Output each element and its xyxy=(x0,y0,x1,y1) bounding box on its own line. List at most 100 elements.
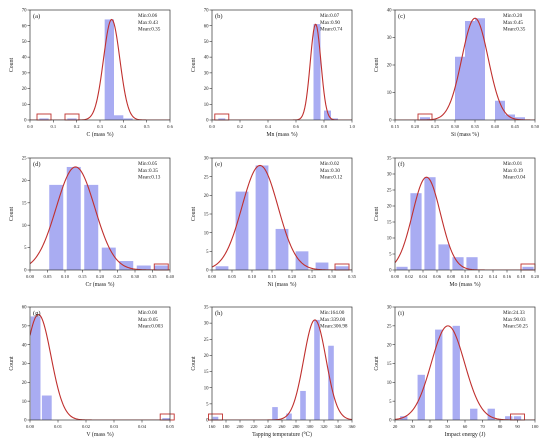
x-tick-label: 0.6 xyxy=(293,124,299,129)
y-tick-label: 40 xyxy=(22,56,27,61)
x-tick-label: 220 xyxy=(251,424,259,429)
plot-area xyxy=(395,325,535,420)
x-tick-label: 0.12 xyxy=(475,274,484,279)
stats-text: Min:0.07 xyxy=(320,13,340,19)
y-tick-label: 20 xyxy=(22,179,27,184)
y-tick-label: 5 xyxy=(389,400,392,405)
x-tick-label: 0.03 xyxy=(110,424,119,429)
y-tick-label: 40 xyxy=(387,9,392,14)
stats-text: Max:0.45 xyxy=(503,20,523,26)
chart-panel-2: 0.0 0.2 0.4 0.6 0.8 1.0 0 10 20 30 40 50 60 70 Mn (mas… xyxy=(191,9,356,138)
x-tick-label: 0.2 xyxy=(237,124,243,129)
panel-label: (a) xyxy=(33,13,40,20)
x-tick-label: 160 xyxy=(209,424,217,429)
y-axis-label: Count xyxy=(191,356,197,371)
stats-text: Max:0.43 xyxy=(138,20,158,26)
y-tick-label: 0 xyxy=(389,269,392,274)
histogram-bar xyxy=(300,390,306,420)
y-tick-label: 40 xyxy=(22,343,27,348)
normal-fit-curve xyxy=(395,176,535,270)
x-tick-label: 60 xyxy=(463,424,468,429)
histogram-bar xyxy=(286,413,292,420)
x-tick-label: 0.00 xyxy=(208,274,217,279)
histogram-bar xyxy=(417,374,425,420)
chart-panel-7: 0.00 0.01 0.02 0.03 0.04 0.05 0 10 20 30 40 50 60 V (… xyxy=(9,306,175,438)
x-tick-label: 1.0 xyxy=(349,124,355,129)
plot-area xyxy=(212,23,352,120)
x-axis-label: Mo (mass %) xyxy=(449,281,480,288)
x-tick-label: 280 xyxy=(293,424,301,429)
stats-text: Min:164.00 xyxy=(320,310,345,316)
panel-label: (i) xyxy=(398,310,404,317)
stats-text: Mean:50.25 xyxy=(503,324,528,330)
stats-text: Min:0.02 xyxy=(320,161,340,167)
y-tick-label: 0 xyxy=(389,419,392,424)
histogram-bar xyxy=(30,316,41,420)
y-tick-label: 15 xyxy=(22,201,27,206)
y-tick-label: 25 xyxy=(22,157,27,162)
histogram-bar xyxy=(324,110,331,120)
x-tick-label: 0.3 xyxy=(97,124,103,129)
x-tick-label: 0.14 xyxy=(489,274,498,279)
x-tick-label: 0.15 xyxy=(268,274,277,279)
y-axis-label: Count xyxy=(191,207,197,222)
x-tick-label: 320 xyxy=(321,424,329,429)
stats-text: Min:0.05 xyxy=(138,161,158,167)
x-tick-label: 0.50 xyxy=(531,124,540,129)
y-tick-label: 20 xyxy=(204,194,209,199)
y-tick-label: 0 xyxy=(24,419,27,424)
plot-area xyxy=(395,17,535,120)
x-tick-label: 0.02 xyxy=(82,424,91,429)
chart-panel-8: 160 180 200 220 240 260 280 300 320 340 360 0 5 10 15 2… xyxy=(191,306,356,438)
histogram-bar xyxy=(465,21,475,120)
x-tick-label: 0.15 xyxy=(78,274,87,279)
y-tick-label: 30 xyxy=(204,157,209,162)
x-tick-label: 0.40 xyxy=(166,274,175,279)
chart-panel-6: 0.00 0.02 0.04 0.06 0.08 0.10 0.12 0.14 0.16 0.18… xyxy=(374,157,540,288)
y-tick-label: 15 xyxy=(204,370,209,375)
panel-label: (d) xyxy=(33,161,41,168)
y-axis-label: Count xyxy=(9,356,15,371)
plot-area xyxy=(30,314,170,420)
y-tick-label: 30 xyxy=(387,173,392,178)
y-tick-label: 30 xyxy=(22,362,27,367)
x-tick-label: 0.35 xyxy=(148,274,157,279)
stats-text: Max:0.05 xyxy=(138,317,158,323)
y-tick-label: 50 xyxy=(204,40,209,45)
x-tick-label: 0.30 xyxy=(131,274,140,279)
stats-text: Min:0.20 xyxy=(503,13,523,19)
x-tick-label: 200 xyxy=(237,424,245,429)
x-tick-label: 0.0 xyxy=(209,124,215,129)
x-tick-label: 0.20 xyxy=(411,124,420,129)
x-tick-label: 0.8 xyxy=(321,124,327,129)
stats-text: Max:0.35 xyxy=(138,168,158,174)
x-tick-label: 0.45 xyxy=(511,124,520,129)
x-axis-label: V (mass %) xyxy=(86,431,113,438)
x-tick-label: 0.10 xyxy=(248,274,257,279)
x-tick-label: 100 xyxy=(532,424,540,429)
histogram-bar xyxy=(410,193,422,270)
histogram-bar xyxy=(215,266,229,270)
y-tick-label: 35 xyxy=(387,157,392,162)
y-tick-label: 15 xyxy=(387,221,392,226)
y-tick-label: 30 xyxy=(387,306,392,311)
x-tick-label: 260 xyxy=(279,424,287,429)
panel-label: (c) xyxy=(398,13,405,20)
y-tick-label: 60 xyxy=(22,306,27,311)
x-tick-label: 90 xyxy=(515,424,520,429)
x-tick-label: 0.4 xyxy=(120,124,126,129)
x-tick-label: 0.08 xyxy=(447,274,456,279)
plot-area xyxy=(212,319,352,420)
panel-label: (h) xyxy=(215,310,223,317)
x-tick-label: 0.00 xyxy=(26,274,35,279)
x-tick-label: 0.35 xyxy=(471,124,480,129)
y-tick-label: 0 xyxy=(206,269,209,274)
x-axis-label: C (mass %) xyxy=(86,131,113,138)
x-tick-label: 40 xyxy=(428,424,433,429)
y-axis-label: Count xyxy=(9,58,15,73)
stats-text: Min:0.06 xyxy=(138,13,158,19)
x-tick-label: 0.35 xyxy=(348,274,357,279)
histogram-bar xyxy=(275,228,289,270)
normal-fit-curve xyxy=(30,314,170,420)
